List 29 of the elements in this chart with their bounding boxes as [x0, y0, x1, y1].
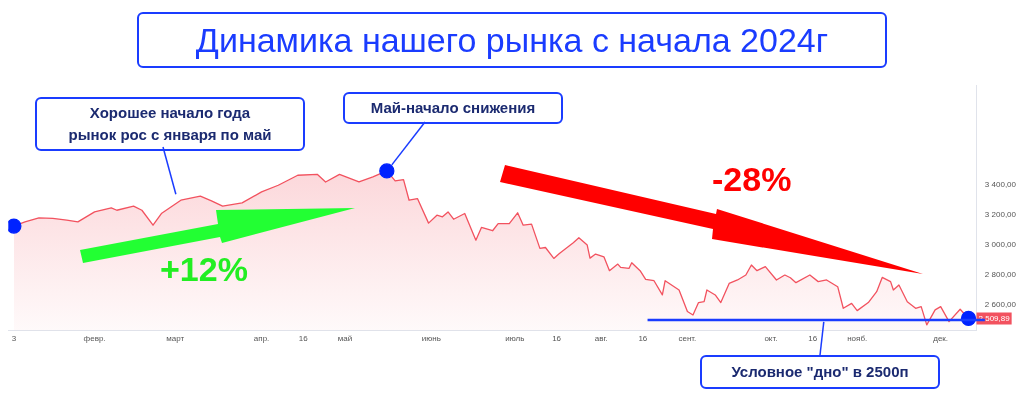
annotation: -28% [712, 160, 792, 199]
chart-title: Динамика нашего рынка с начала 2024г [137, 12, 887, 68]
x-tick-label: 16 [638, 334, 648, 344]
x-tick-label: дек. [933, 334, 949, 344]
x-tick-label: авг. [594, 334, 608, 344]
x-tick-label: апр. [253, 334, 270, 344]
y-tick-label: 2 600,00 [984, 300, 1017, 310]
annotation: +12% [160, 250, 248, 289]
annotation: Условное "дно" в 2500п [700, 355, 940, 389]
x-tick-label: сент. [678, 334, 697, 344]
y-tick-label: 3 000,00 [984, 240, 1017, 250]
x-tick-label: 16 [808, 334, 818, 344]
annotation: Май-начало снижения [343, 92, 563, 124]
y-tick-label: 3 200,00 [984, 210, 1017, 220]
point [8, 218, 22, 234]
point [379, 163, 395, 179]
x-tick-label: 3 [11, 334, 17, 344]
x-tick-label: окт. [764, 334, 778, 344]
x-tick-label: март [166, 334, 185, 344]
x-tick-label: июль [505, 334, 525, 344]
x-tick-label: май [337, 334, 353, 344]
x-tick-label: 16 [298, 334, 309, 344]
x-tick-label: нояб. [847, 334, 868, 344]
y-tick-label: 2 800,00 [984, 270, 1017, 280]
annotation: Хорошее начало года рынок рос с января по май [35, 97, 305, 151]
y-tick-label: 3 400,00 [984, 180, 1017, 190]
x-tick-label: 16 [552, 334, 562, 344]
x-tick-label: февр. [83, 334, 106, 344]
x-tick-label: июнь [421, 334, 441, 344]
